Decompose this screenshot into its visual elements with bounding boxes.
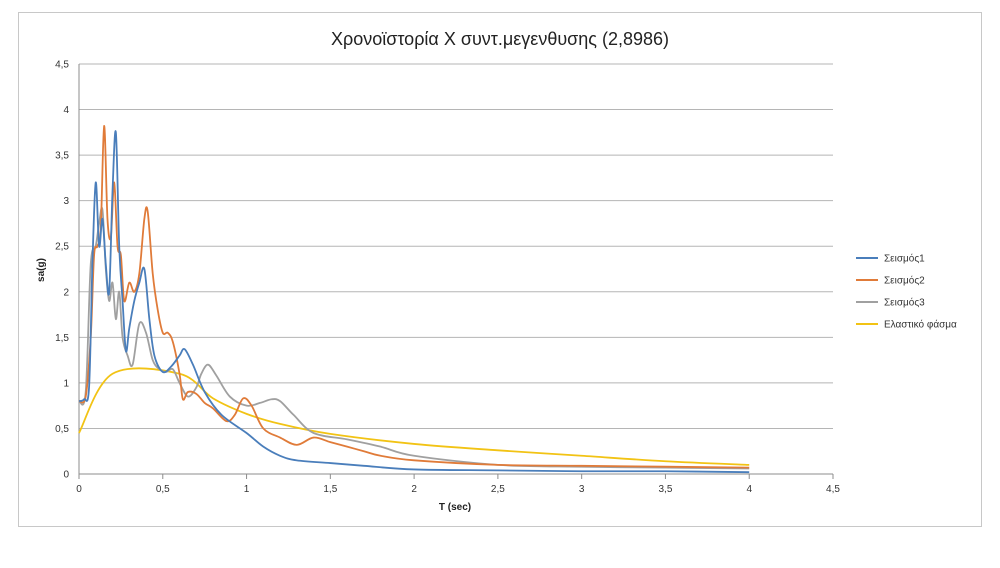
x-tick-label: 0 [76,484,82,495]
gridlines [79,63,833,429]
chart-frame [18,12,982,527]
x-tick-label: 1,5 [323,484,337,495]
x-tick-label: 4,5 [826,484,840,495]
y-tick-label: 4 [63,105,69,116]
y-tick-label: 0,5 [55,424,69,435]
y-axis-label: sa(g) [36,258,47,282]
x-tick-label: 3 [579,484,585,495]
y-tick-label: 2,5 [55,242,69,253]
legend-label: Ελαστικό φάσμα [884,319,957,331]
x-tick-label: 2,5 [491,484,505,495]
series-line-1 [78,130,750,474]
x-tick-label: 3,5 [658,484,672,495]
x-tick-label: 2 [411,484,417,495]
x-tick-label: 4 [746,484,752,495]
legend-label: Σεισμός1 [884,253,925,265]
legend-label: Σεισμός3 [884,297,925,309]
chart-title: Χρονοϊστορία Χ συντ.μεγενθυσης (2,8986) [331,29,669,49]
x-tick-labels: 0 0,5 1 1,5 2 2,5 3 3,5 4 4,5 [76,484,840,495]
x-tick-label: 0,5 [156,484,170,495]
y-tick-labels: 0 0,5 1 1,5 2 2,5 3 3,5 4 4,5 [55,60,69,481]
x-axis-label: T (sec) [439,502,471,513]
y-tick-label: 2 [63,287,69,298]
y-tick-label: 1 [63,378,69,389]
series-line-2 [78,125,750,469]
y-tick-label: 4,5 [55,60,69,71]
y-tick-label: 3 [63,196,69,207]
axes [78,64,834,479]
legend: Σεισμός1 Σεισμός2 Σεισμός3 Ελαστικό φάσμα [856,253,957,331]
series-line-3 [78,206,750,470]
y-tick-label: 1,5 [55,333,69,344]
x-tick-label: 1 [244,484,250,495]
series-lines [78,125,750,474]
y-tick-label: 0 [63,470,69,481]
y-tick-label: 3,5 [55,151,69,162]
legend-label: Σεισμός2 [884,275,925,287]
